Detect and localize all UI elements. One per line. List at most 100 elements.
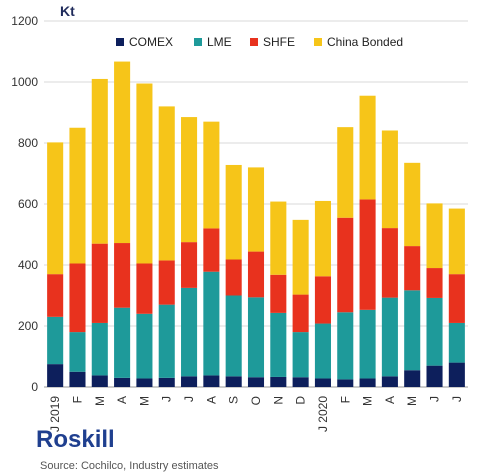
bar-segment-china-bonded <box>136 83 153 264</box>
bar-segment-lme <box>225 295 242 377</box>
x-tick-label: A <box>383 396 397 404</box>
x-tick-label: M <box>361 396 375 406</box>
legend-label: SHFE <box>263 35 295 49</box>
bar-segment-china-bonded <box>247 167 265 252</box>
bar-segment-lme <box>247 297 265 378</box>
bar-stack <box>203 121 220 387</box>
bar-segment-comex <box>426 365 443 387</box>
bar-stack <box>247 167 265 387</box>
bar-segment-comex <box>337 379 354 387</box>
bar-segment-china-bonded <box>158 106 175 261</box>
x-tick-label: J <box>182 396 196 402</box>
bar-segment-lme <box>158 304 175 378</box>
x-tick-label: M <box>405 396 419 406</box>
legend-swatch <box>194 38 202 46</box>
bar-segment-lme <box>404 290 421 371</box>
bar-segment-lme <box>337 312 354 380</box>
bar-segment-comex <box>114 377 131 387</box>
x-tick-label: F <box>338 396 352 403</box>
x-tick-label: J <box>450 396 464 402</box>
bar-stack <box>114 61 131 387</box>
bar-segment-shfe <box>359 199 376 310</box>
bar-segment-comex <box>181 376 198 387</box>
bar-segment-shfe <box>47 274 64 317</box>
bar-segment-comex <box>448 362 465 387</box>
legend-label: COMEX <box>129 35 173 49</box>
bar-segment-shfe <box>225 259 242 296</box>
bar-stack <box>181 117 198 387</box>
bar-segment-comex <box>270 376 287 387</box>
x-tick-label: M <box>93 396 107 406</box>
bar-stack <box>448 208 465 387</box>
bar-segment-shfe <box>292 294 309 333</box>
bar-stack <box>91 78 108 387</box>
bar-segment-china-bonded <box>381 130 398 229</box>
bar-segment-china-bonded <box>91 78 108 244</box>
bar-segment-shfe <box>381 228 398 298</box>
bar-segment-shfe <box>114 243 131 308</box>
y-tick-label: 200 <box>18 319 38 333</box>
bar-segment-comex <box>203 375 220 387</box>
bar-segment-shfe <box>247 251 265 298</box>
x-tick-label: A <box>204 396 218 404</box>
bar-segment-comex <box>247 377 265 387</box>
x-tick-label: N <box>271 396 285 405</box>
legend: COMEX LME SHFE China Bonded <box>116 35 403 49</box>
bar-stack <box>404 162 421 387</box>
bar-segment-lme <box>69 332 86 372</box>
bar-segment-china-bonded <box>270 201 287 275</box>
x-tick-label: M <box>137 396 151 406</box>
legend-swatch <box>314 38 322 46</box>
bar-segment-china-bonded <box>359 95 376 200</box>
bar-segment-china-bonded <box>47 142 64 275</box>
bar-segment-comex <box>225 376 242 387</box>
bar-segment-lme <box>448 322 465 363</box>
bar-segment-shfe <box>448 274 465 323</box>
bar-segment-comex <box>404 370 421 387</box>
legend-label: LME <box>207 35 232 49</box>
bar-segment-shfe <box>136 263 153 314</box>
bar-stack <box>426 203 443 387</box>
bar-segment-comex <box>381 376 398 387</box>
y-axis: 0 200 400 600 800 1000 1200 <box>11 14 38 394</box>
bar-segment-lme <box>381 297 398 377</box>
bar-segment-comex <box>158 377 175 387</box>
y-tick-label: 0 <box>31 380 38 394</box>
bar-segment-shfe <box>69 263 86 333</box>
bar-segment-shfe <box>426 268 443 298</box>
bar-segment-comex <box>91 375 108 387</box>
y-tick-label: 1200 <box>11 14 38 28</box>
bar-segment-china-bonded <box>314 200 331 277</box>
bar-segment-china-bonded <box>404 162 421 247</box>
bar-segment-comex <box>314 378 331 387</box>
bar-segment-lme <box>426 297 443 366</box>
x-tick-label: J <box>428 396 442 402</box>
bar-segment-lme <box>91 322 108 376</box>
legend-label: China Bonded <box>327 35 403 49</box>
bar-stack <box>359 95 376 387</box>
bars <box>47 61 465 387</box>
bar-segment-china-bonded <box>292 219 309 295</box>
bar-segment-comex <box>359 378 376 387</box>
bar-stack <box>270 201 287 387</box>
bar-segment-shfe <box>337 217 354 313</box>
unit-label: Kt <box>60 3 75 19</box>
x-tick-label: S <box>227 396 241 404</box>
bar-segment-comex <box>69 371 86 387</box>
bar-segment-comex <box>47 364 64 387</box>
bar-stack <box>337 127 354 387</box>
bar-segment-china-bonded <box>448 208 465 275</box>
x-tick-label: J 2019 <box>48 396 62 432</box>
y-tick-label: 400 <box>18 258 38 272</box>
bar-segment-comex <box>136 378 153 387</box>
bar-segment-shfe <box>314 276 331 324</box>
bar-segment-china-bonded <box>181 117 198 243</box>
bar-segment-lme <box>181 287 198 377</box>
x-tick-label: F <box>70 396 84 403</box>
bar-segment-lme <box>203 271 220 376</box>
x-tick-label: A <box>115 396 129 404</box>
bar-segment-china-bonded <box>426 203 443 269</box>
bar-segment-shfe <box>181 242 198 288</box>
bar-segment-shfe <box>404 246 421 291</box>
